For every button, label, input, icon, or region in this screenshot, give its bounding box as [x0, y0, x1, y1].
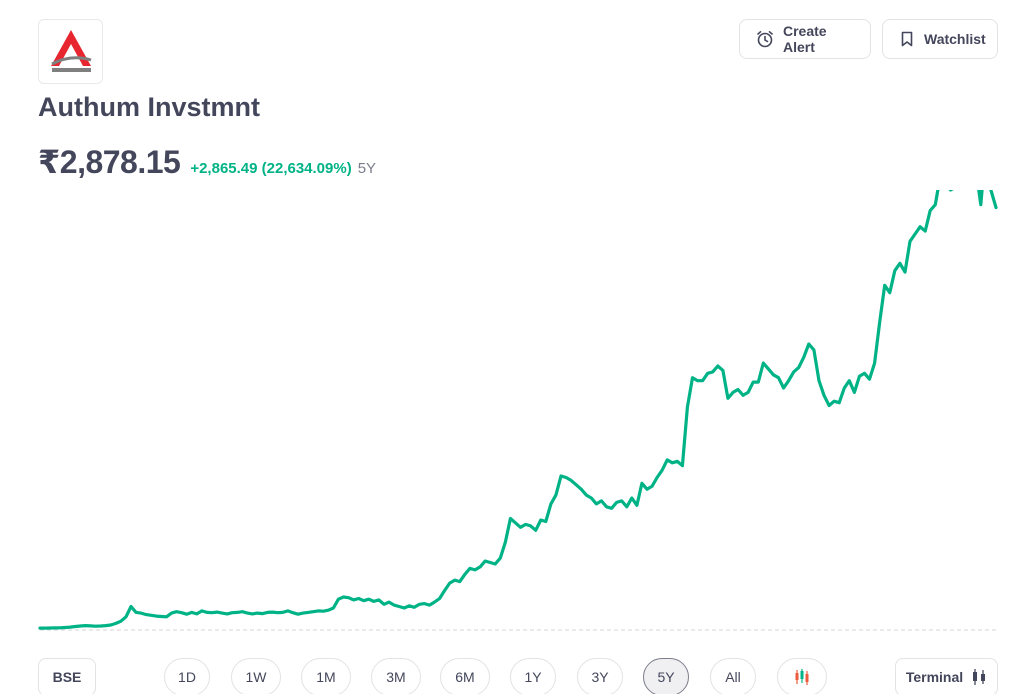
- create-alert-label: Create Alert: [783, 23, 827, 55]
- terminal-label: Terminal: [905, 669, 964, 685]
- watchlist-button[interactable]: Watchlist: [882, 19, 998, 59]
- price-line: [38, 190, 998, 630]
- current-price: ₹2,878.15: [38, 144, 181, 180]
- chart-controls: BSE 1D 1W 1M 3M 6M 1Y 3Y 5Y All Terminal: [0, 658, 1024, 694]
- range-1w[interactable]: 1W: [231, 658, 281, 694]
- candlestick-chart-icon: [795, 669, 809, 685]
- authum-logo-icon: [50, 29, 91, 72]
- range-label: All: [725, 669, 741, 685]
- period-label: 5Y: [357, 160, 377, 177]
- range-6m[interactable]: 6M: [440, 658, 490, 694]
- range-label: 1Y: [524, 669, 542, 685]
- stock-logo: [38, 19, 103, 84]
- stock-name: Authum Invstmnt: [38, 92, 260, 122]
- create-alert-button[interactable]: Create Alert: [739, 19, 871, 59]
- exchange-selector[interactable]: BSE: [38, 658, 96, 694]
- range-label: 6M: [455, 669, 475, 685]
- range-1y[interactable]: 1Y: [510, 658, 556, 694]
- range-label: 3M: [386, 669, 406, 685]
- candlestick-toggle[interactable]: [777, 658, 827, 694]
- price-row: ₹2,878.15 +2,865.49 (22,634.09%) 5Y: [38, 143, 376, 181]
- bookmark-icon: [901, 31, 913, 47]
- terminal-candle-icon: [973, 669, 986, 685]
- exchange-label: BSE: [52, 669, 82, 685]
- range-label: 1M: [316, 669, 336, 685]
- terminal-button[interactable]: Terminal: [895, 658, 998, 694]
- range-5y[interactable]: 5Y: [643, 658, 689, 694]
- range-label: 1D: [178, 669, 196, 685]
- range-3m[interactable]: 3M: [371, 658, 421, 694]
- range-label: 1W: [245, 669, 267, 685]
- range-label: 5Y: [657, 669, 675, 685]
- range-3y[interactable]: 3Y: [577, 658, 623, 694]
- watchlist-label: Watchlist: [924, 31, 986, 47]
- alarm-clock-icon: [757, 31, 773, 48]
- range-all[interactable]: All: [710, 658, 756, 694]
- range-label: 3Y: [591, 669, 609, 685]
- top-actions: Create Alert Watchlist: [739, 19, 998, 59]
- range-1m[interactable]: 1M: [301, 658, 351, 694]
- price-chart[interactable]: [0, 190, 1024, 650]
- price-change: +2,865.49 (22,634.09%): [190, 160, 352, 177]
- range-1d[interactable]: 1D: [164, 658, 210, 694]
